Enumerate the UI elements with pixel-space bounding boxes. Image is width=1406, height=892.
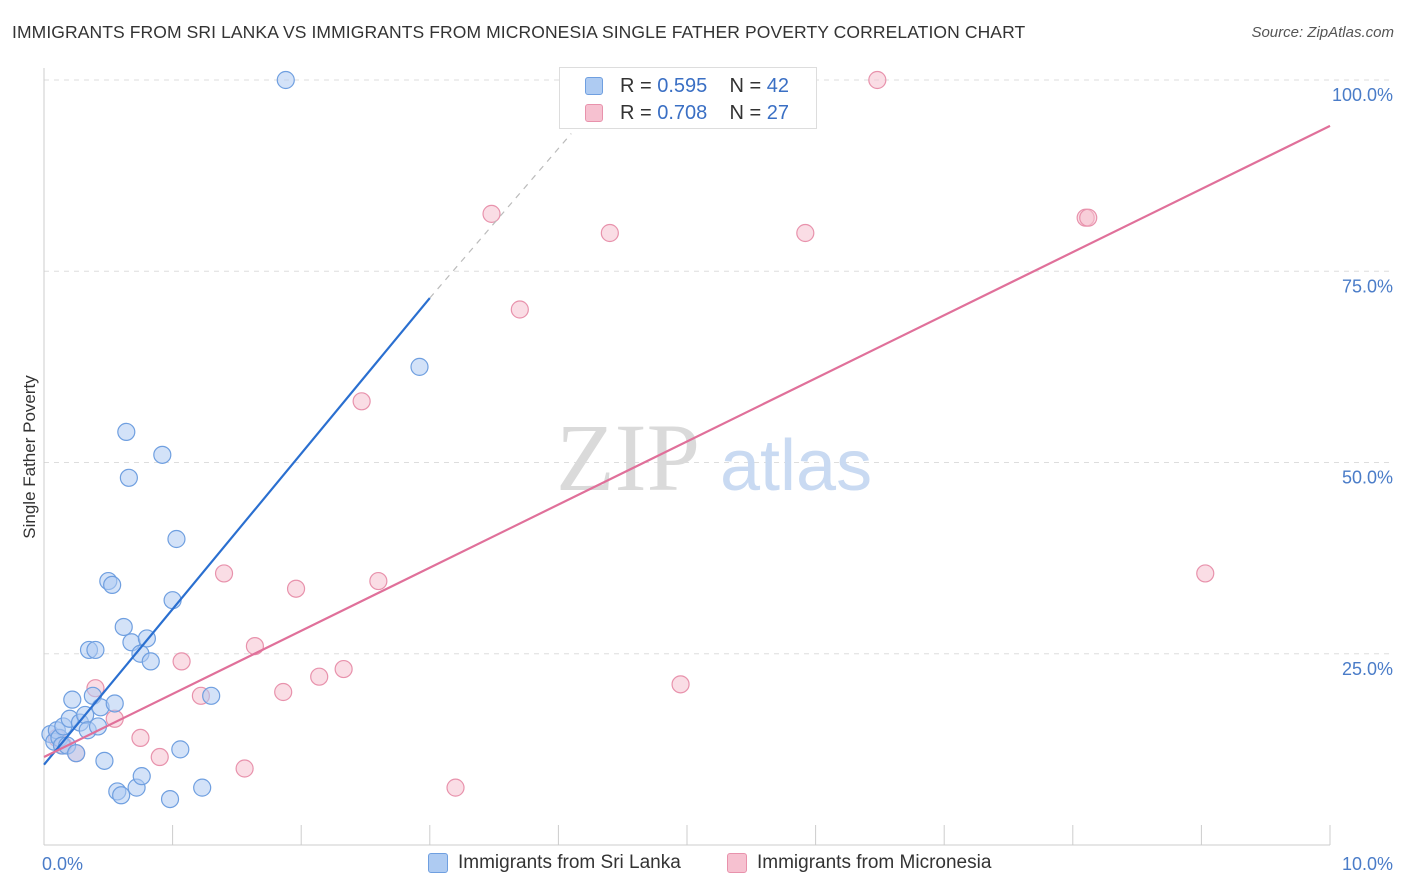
x-ticks [43,825,1331,845]
legend-text-micronesia: R = 0.708 N = 27 [620,100,789,126]
data-point-sri-lanka [114,617,133,637]
data-point-sri-lanka [276,70,295,90]
data-point-sri-lanka [63,690,82,709]
data-point-sri-lanka [103,575,122,595]
legend-swatch-pink [585,104,603,122]
legend-label-sri-lanka: Immigrants from Sri Lanka [458,852,681,873]
data-point-micronesia [671,675,690,694]
data-point-micronesia [1079,208,1098,227]
legend-swatch-blue [585,77,603,95]
data-point-micronesia [352,392,371,411]
data-point-sri-lanka [160,789,180,809]
data-point-micronesia [172,652,191,671]
data-point-micronesia [235,759,254,778]
data-point-micronesia [310,667,329,686]
y-tick-label: 25.0% [1342,659,1393,679]
data-point-sri-lanka [410,357,429,376]
data-point-sri-lanka [117,422,136,441]
data-point-micronesia [369,571,388,591]
trend-line-sri-lanka [43,297,431,766]
data-point-micronesia [1196,564,1215,583]
n-value-sri-lanka: 42 [766,75,790,97]
trend-line-micronesia [43,124,1331,759]
data-point-sri-lanka [163,591,182,610]
data-point-sri-lanka [153,445,172,464]
n-value-micronesia: 27 [766,102,790,124]
y-tick-label: 75.0% [1342,276,1393,296]
data-point-sri-lanka [167,529,186,549]
legend-swatch-sri-lanka [428,853,448,873]
y-tick-labels: 25.0% 50.0% 75.0% 100.0% [1332,85,1393,679]
data-point-micronesia [131,728,150,748]
chart-title: IMMIGRANTS FROM SRI LANKA VS IMMIGRANTS … [12,22,1026,42]
data-point-micronesia [150,747,169,767]
legend-label-micronesia: Immigrants from Micronesia [757,852,992,873]
data-point-micronesia [274,682,293,702]
data-point-sri-lanka [141,652,160,671]
data-point-sri-lanka [105,694,124,713]
trend-line-sri-lanka-extension [429,133,572,299]
trend-lines [43,124,1331,766]
data-point-sri-lanka [132,767,151,786]
data-point-micronesia [796,223,815,243]
n-label: N = [729,102,762,124]
data-point-micronesia [600,223,619,243]
data-point-sri-lanka [67,744,86,763]
n-label: N = [729,75,762,97]
x-tick-labels: 0.0% 10.0% [42,854,1393,874]
y-tick-label: 50.0% [1342,468,1393,488]
correlation-legend: R = 0.595 N = 42 R = 0.708 N = 27 [559,67,817,129]
data-point-micronesia [510,300,529,319]
data-point-micronesia [245,636,265,656]
data-point-micronesia [286,579,306,598]
y-tick-label: 100.0% [1332,85,1393,105]
y-axis-label: Single Father Poverty [20,375,39,539]
source-label: Source: ZipAtlas.com [1251,24,1394,41]
x-tick-label: 0.0% [42,854,83,874]
data-point-micronesia [334,659,353,679]
r-value-micronesia: 0.708 [657,102,708,124]
data-point-sri-lanka [112,786,131,805]
data-point-micronesia [868,70,887,90]
data-point-micronesia [482,204,501,223]
data-point-sri-lanka [86,640,105,660]
series-sri-lanka-points [41,70,429,809]
data-point-sri-lanka [193,778,212,797]
data-point-sri-lanka [202,686,221,705]
data-point-sri-lanka [95,751,114,770]
legend-text-sri-lanka: R = 0.595 N = 42 [620,73,789,99]
r-label: R = [620,102,652,124]
gridlines [44,79,1392,655]
x-tick-label: 10.0% [1342,854,1393,874]
data-point-sri-lanka [119,468,138,487]
legend-swatch-micronesia [727,853,747,873]
r-value-sri-lanka: 0.595 [657,75,708,97]
data-point-micronesia [446,778,465,797]
r-label: R = [620,75,652,97]
watermark-atlas: atlas [720,426,872,506]
watermark: ZIP atlas [556,404,872,511]
data-point-micronesia [214,564,234,583]
data-point-sri-lanka [171,740,190,759]
